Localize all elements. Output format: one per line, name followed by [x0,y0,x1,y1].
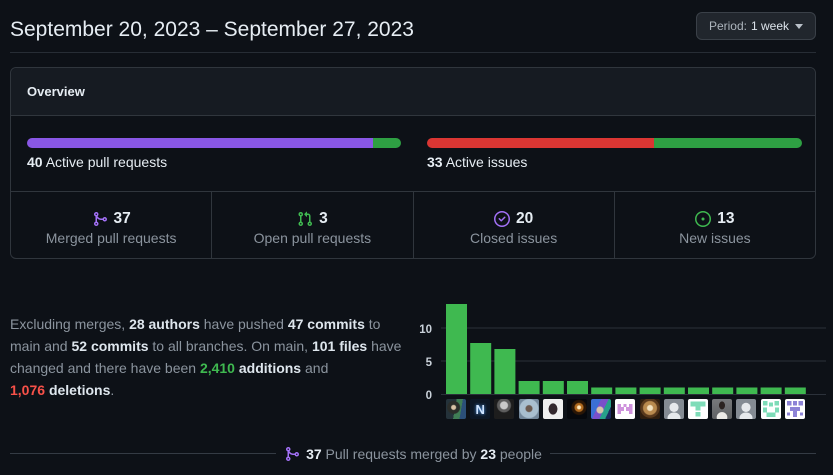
svg-text:10: 10 [419,324,432,336]
svg-text:5: 5 [426,357,433,369]
svg-text:0: 0 [426,390,432,400]
